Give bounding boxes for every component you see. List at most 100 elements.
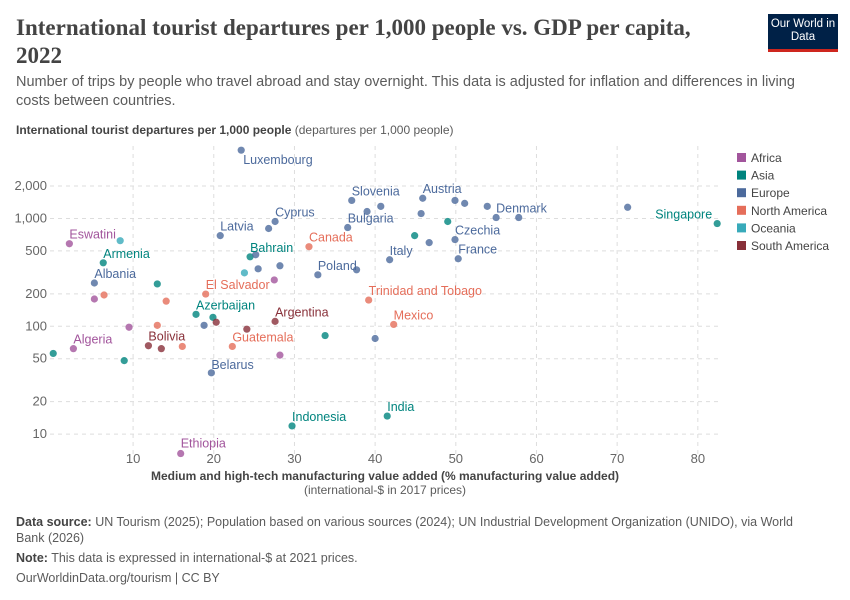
y-tick-label: 200 bbox=[25, 286, 47, 301]
footer-url[interactable]: OurWorldinData.org/tourism | CC BY bbox=[16, 571, 220, 585]
data-point bbox=[451, 235, 459, 244]
legend-item-europe[interactable]: Europe bbox=[737, 186, 790, 200]
point-label: Albania bbox=[94, 267, 136, 281]
data-point bbox=[125, 323, 133, 331]
data-point bbox=[417, 209, 425, 218]
data-point bbox=[451, 196, 459, 205]
x-tick-label: 20 bbox=[207, 451, 221, 466]
chart-subtitle: Number of trips by people who travel abr… bbox=[16, 74, 795, 109]
x-axis-subtitle: (international-$ in 2017 prices) bbox=[304, 483, 466, 497]
x-tick-label: 60 bbox=[529, 451, 543, 466]
data-point bbox=[461, 199, 469, 207]
data-point bbox=[100, 291, 108, 299]
data-point bbox=[276, 351, 284, 359]
data-point bbox=[157, 345, 165, 353]
data-point bbox=[386, 256, 394, 264]
data-point bbox=[483, 202, 491, 210]
data-point bbox=[243, 325, 251, 333]
point-label: Argentina bbox=[275, 305, 329, 319]
legend-swatch bbox=[737, 205, 746, 215]
point-label: Ethiopia bbox=[181, 437, 226, 451]
data-point bbox=[237, 146, 245, 154]
point-label: Bolivia bbox=[148, 330, 185, 344]
data-point bbox=[212, 318, 220, 326]
point-label: Czechia bbox=[455, 224, 500, 238]
y-axis-title: International tourist departures per 1,0… bbox=[16, 123, 454, 137]
y-tick-label: 500 bbox=[25, 243, 47, 258]
data-point bbox=[454, 255, 462, 263]
y-tick-label: 10 bbox=[33, 426, 47, 441]
y-tick-label: 1,000 bbox=[14, 210, 47, 225]
point-label: Belarus bbox=[211, 358, 253, 372]
legend-item-oceania[interactable]: Oceania bbox=[737, 221, 796, 235]
legend-item-south-america[interactable]: South America bbox=[737, 239, 829, 253]
data-point bbox=[425, 239, 433, 247]
legend-swatch bbox=[737, 153, 746, 162]
point-label: Mexico bbox=[394, 308, 434, 322]
data-point bbox=[49, 349, 57, 358]
data-point bbox=[624, 203, 632, 211]
data-point bbox=[162, 297, 170, 305]
data-point bbox=[492, 213, 500, 222]
point-label: Cyprus bbox=[275, 206, 315, 220]
note: Note: This data is expressed in internat… bbox=[16, 551, 358, 565]
data-point bbox=[390, 320, 398, 329]
x-tick-label: 80 bbox=[691, 451, 705, 466]
y-tick-label: 20 bbox=[33, 394, 47, 409]
data-point bbox=[90, 279, 98, 287]
data-point bbox=[288, 422, 296, 430]
scatter-chart: International tourist departures per 1,0… bbox=[14, 123, 829, 497]
data-point bbox=[444, 217, 452, 226]
data-point bbox=[153, 321, 161, 329]
data-point bbox=[200, 321, 208, 329]
data-point bbox=[713, 219, 721, 228]
legend-label: North America bbox=[751, 204, 827, 218]
data-point bbox=[120, 357, 128, 365]
data-point bbox=[371, 334, 379, 343]
data-point bbox=[228, 342, 236, 351]
legend-label: Europe bbox=[751, 186, 790, 200]
data-point bbox=[65, 240, 73, 248]
data-point bbox=[383, 412, 391, 420]
y-tick-label: 50 bbox=[33, 351, 47, 366]
point-label: India bbox=[387, 400, 414, 414]
x-tick-label: 40 bbox=[368, 451, 382, 466]
point-label: Bulgaria bbox=[348, 212, 394, 226]
point-label: Latvia bbox=[220, 220, 253, 234]
data-point bbox=[321, 331, 329, 340]
point-label: Indonesia bbox=[292, 410, 346, 424]
data-point bbox=[202, 290, 210, 298]
data-point bbox=[411, 232, 419, 240]
point-label: Azerbaijan bbox=[196, 298, 255, 312]
legend-item-africa[interactable]: Africa bbox=[737, 151, 782, 165]
legend-label: Oceania bbox=[751, 221, 796, 235]
point-label: Bahrain bbox=[250, 241, 293, 255]
data-point bbox=[254, 265, 262, 273]
data-point bbox=[344, 223, 352, 232]
data-point bbox=[252, 251, 260, 259]
data-source: Data source: UN Tourism (2025); Populati… bbox=[16, 515, 793, 545]
legend-item-north-america[interactable]: North America bbox=[737, 204, 827, 218]
point-label: Trinidad and Tobago bbox=[369, 284, 482, 298]
legend-swatch bbox=[737, 188, 746, 198]
x-tick-label: 10 bbox=[126, 451, 140, 466]
data-point bbox=[69, 345, 77, 353]
owid-logo[interactable]: Our World in Data bbox=[768, 14, 838, 52]
point-label: El Salvador bbox=[206, 278, 270, 292]
data-point bbox=[90, 295, 98, 303]
data-point bbox=[365, 296, 373, 304]
legend-item-asia[interactable]: Asia bbox=[737, 169, 775, 183]
data-point bbox=[207, 369, 215, 377]
y-tick-label: 100 bbox=[25, 318, 47, 333]
point-label: Luxembourg bbox=[243, 153, 313, 167]
data-point bbox=[99, 259, 107, 267]
footer: Data source: UN Tourism (2025); Populati… bbox=[16, 514, 816, 586]
data-point bbox=[305, 243, 313, 251]
data-point bbox=[276, 262, 284, 270]
data-point bbox=[363, 207, 371, 216]
point-label: Poland bbox=[318, 259, 357, 273]
legend-label: Asia bbox=[751, 169, 775, 183]
data-point bbox=[178, 342, 186, 351]
point-label: France bbox=[458, 243, 497, 257]
point-label: Algeria bbox=[73, 333, 112, 347]
